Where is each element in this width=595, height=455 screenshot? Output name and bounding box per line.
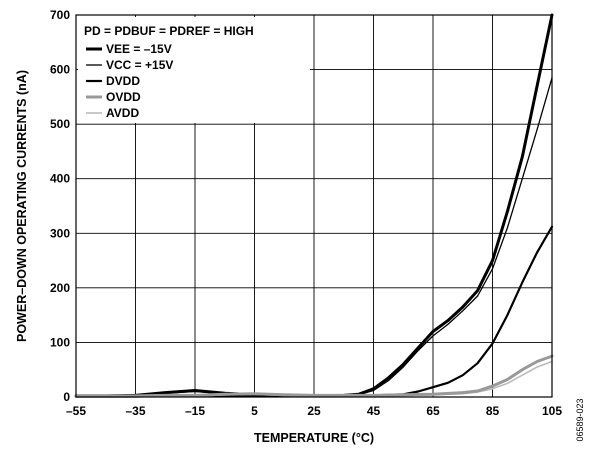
series-lines bbox=[74, 13, 554, 398]
legend-background bbox=[78, 17, 310, 123]
legend-label: DVDD bbox=[106, 74, 140, 88]
series-line bbox=[74, 13, 554, 398]
figure-id: 06589-023 bbox=[575, 398, 585, 441]
x-tick-label: 5 bbox=[251, 404, 258, 418]
x-tick-label: –55 bbox=[66, 404, 86, 418]
legend-label: VCC = +15V bbox=[106, 58, 173, 72]
plot-frame bbox=[75, 14, 553, 398]
y-axis-title: POWER–DOWN OPERATING CURRENTS (nA) bbox=[15, 70, 29, 342]
x-tick-label: 45 bbox=[367, 404, 381, 418]
y-tick-label: 0 bbox=[63, 390, 70, 404]
x-tick-label: 85 bbox=[486, 404, 500, 418]
y-tick-label: 100 bbox=[50, 335, 70, 349]
y-tick-label: 700 bbox=[50, 8, 70, 22]
x-tick-label: 25 bbox=[307, 404, 321, 418]
x-tick-label: 105 bbox=[542, 404, 562, 418]
condition-annotation: PD = PDBUF = PDREF = HIGH bbox=[84, 24, 254, 38]
x-tick-label: 65 bbox=[426, 404, 440, 418]
y-tick-labels: 0 100 200 300 400 500 600 700 bbox=[50, 8, 70, 404]
x-tick-label: –15 bbox=[185, 404, 205, 418]
legend-label: VEE = –15V bbox=[106, 42, 172, 56]
y-tick-label: 300 bbox=[50, 226, 70, 240]
y-tick-label: 400 bbox=[50, 172, 70, 186]
series-line bbox=[74, 354, 554, 398]
x-tick-labels: –55 –35 –15 5 25 45 65 85 105 bbox=[66, 404, 562, 418]
y-tick-label: 500 bbox=[50, 117, 70, 131]
y-tick-label: 600 bbox=[50, 63, 70, 77]
legend-label: OVDD bbox=[106, 90, 141, 104]
y-tick-label: 200 bbox=[50, 281, 70, 295]
legend-label: AVDD bbox=[106, 106, 139, 120]
legend: VEE = –15V VCC = +15V DVDD OVDD AVDD bbox=[86, 42, 173, 120]
x-tick-label: –35 bbox=[125, 404, 145, 418]
x-axis-title: TEMPERATURE (°C) bbox=[254, 431, 374, 445]
